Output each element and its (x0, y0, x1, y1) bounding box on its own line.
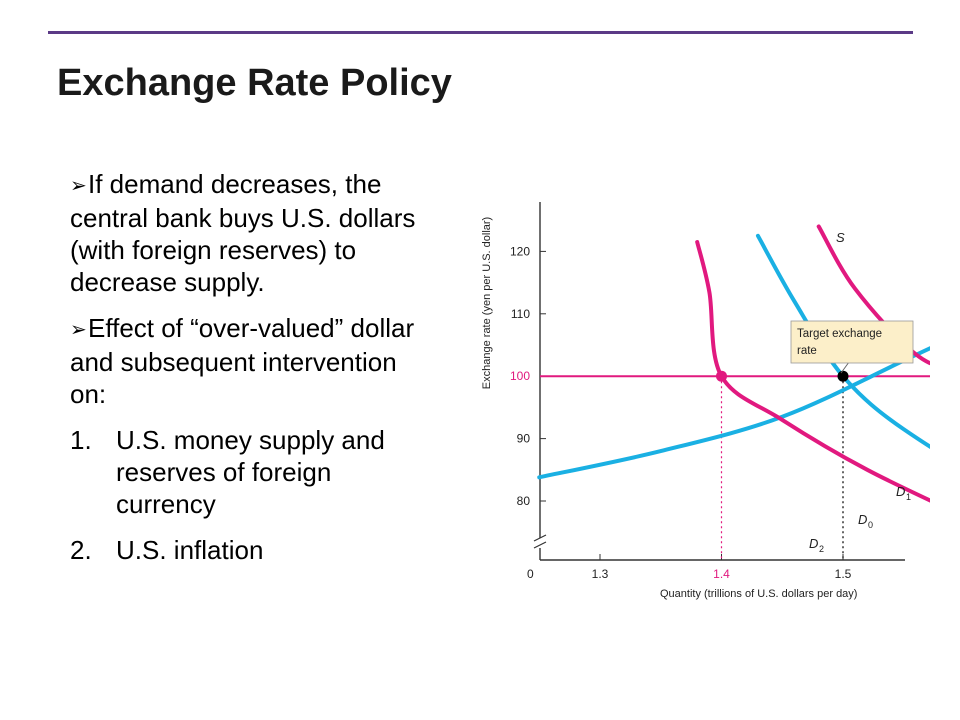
curve-label-d1-sub: 1 (906, 492, 911, 502)
bullet-text: Effect of “over-valued” dollar and subse… (70, 313, 415, 409)
bullet-item-2: ➢Effect of “over-valued” dollar and subs… (70, 312, 430, 410)
x-tick-label: 1.3 (592, 567, 609, 581)
curve-d0 (755, 233, 930, 449)
bullet-list: ➢If demand decreases, the central bank b… (70, 168, 430, 580)
curve-label-d2: D (809, 536, 818, 551)
numbered-item-2: 2. U.S. inflation (70, 534, 430, 566)
arrow-bullet-icon: ➢ (70, 319, 87, 341)
curve-d2 (695, 240, 930, 503)
x-tick-label: 1.4 (713, 567, 730, 581)
item-text: U.S. inflation (116, 535, 264, 565)
equilibrium-point (716, 370, 727, 382)
bullet-text: If demand decreases, the central bank bu… (70, 169, 416, 297)
y-tick-label: 110 (511, 307, 530, 321)
arrow-bullet-icon: ➢ (70, 175, 87, 197)
origin-label: 0 (527, 567, 534, 581)
equilibrium-point (837, 370, 849, 382)
y-tick-label: 80 (517, 494, 531, 508)
y-tick-label: 100 (510, 369, 530, 383)
x-axis-title: Quantity (trillions of U.S. dollars per … (660, 588, 857, 600)
curve-d1 (816, 224, 930, 366)
axis-break-mark (533, 541, 547, 549)
callout-text: rate (797, 345, 817, 357)
slide-title: Exchange Rate Policy (57, 62, 452, 104)
bullet-item-1: ➢If demand decreases, the central bank b… (70, 168, 430, 298)
curve-s (537, 346, 930, 480)
curve-label-d2-sub: 2 (819, 544, 824, 554)
axis-break-mark (533, 534, 547, 542)
callout-box (790, 320, 914, 364)
item-number: 2. (70, 535, 92, 565)
y-tick-label: 120 (510, 244, 530, 258)
curve-label-s: S (836, 230, 845, 245)
callout-text: Target exchange (797, 328, 882, 340)
numbered-item-1: 1. U.S. money supply and reserves of fore… (70, 424, 430, 520)
item-number: 1. (70, 425, 92, 455)
item-text: U.S. money supply and reserves of foreig… (116, 425, 385, 519)
curve-label-d0-sub: 0 (868, 520, 873, 530)
top-divider-rule (48, 31, 913, 34)
x-tick-label: 1.5 (835, 567, 852, 581)
y-axis-title: Exchange rate (yen per U.S. dollar) (481, 217, 493, 389)
curve-label-d0: D (858, 512, 867, 527)
curve-label-d1: D (896, 484, 905, 499)
y-tick-label: 90 (517, 432, 531, 446)
